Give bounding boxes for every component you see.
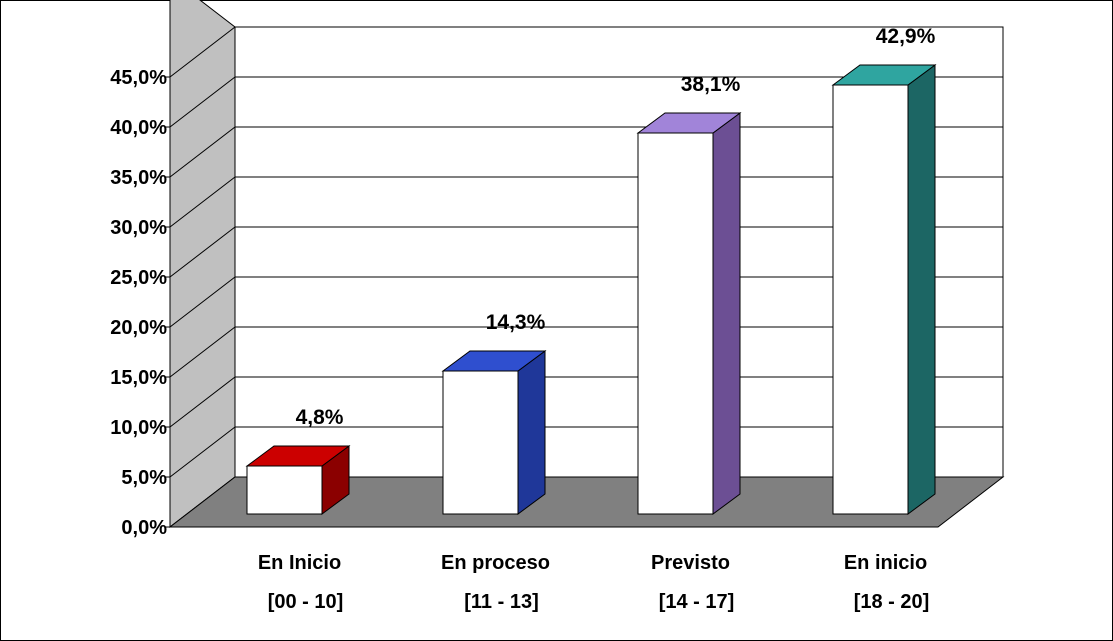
floor <box>168 476 1005 528</box>
y-tick-label: 25,0% <box>110 267 167 289</box>
y-tick-label: 30,0% <box>110 217 167 239</box>
gridline-side <box>169 326 236 378</box>
gridline-side <box>169 426 236 478</box>
y-tick-label: 10,0% <box>110 417 167 439</box>
y-tick-labels: 0,0% 5,0% 10,0% 15,0% 20,0% 25,0% 30,0% 35,0% 40… <box>110 67 170 539</box>
bar <box>832 84 909 515</box>
x-tick-label: En Inicio <box>258 552 341 574</box>
x-tick-labels: En Inicio [00 - 10] En proceso [11 - 13] Pre… <box>258 552 929 613</box>
x-tick-label: En proceso <box>441 552 550 574</box>
bar <box>637 132 714 515</box>
gridline-side <box>169 176 236 228</box>
x-tick-label: En inicio <box>844 552 927 574</box>
x-tick-range: [14 - 17] <box>659 591 735 613</box>
gridline-side <box>169 276 236 328</box>
y-tick-label: 0,0% <box>121 517 167 539</box>
x-tick-range: [11 - 13] <box>464 591 538 613</box>
x-tick-range: [18 - 20] <box>854 591 930 613</box>
gridline-side <box>169 126 236 178</box>
data-label: 42,9% <box>876 25 936 48</box>
data-label: 4,8% <box>296 406 344 429</box>
data-labels: 4,8% 14,3% 38,1% 42,9% <box>296 25 936 429</box>
x-tick-range: [00 - 10] <box>268 591 344 613</box>
bar-side <box>712 112 741 515</box>
bar <box>246 465 323 515</box>
y-tick-label: 15,0% <box>110 367 167 389</box>
side-wall <box>169 0 236 529</box>
gridline-side <box>169 226 236 278</box>
gridline-side <box>169 26 236 78</box>
data-label: 38,1% <box>681 73 741 96</box>
gridline-side <box>169 376 236 428</box>
y-tick-label: 40,0% <box>110 117 167 139</box>
bar-side <box>517 350 546 515</box>
y-tick-label: 35,0% <box>110 167 167 189</box>
gridline-side <box>169 76 236 128</box>
y-tick-label: 45,0% <box>110 67 167 89</box>
bar-side <box>907 64 936 515</box>
y-tick-label: 5,0% <box>121 467 167 489</box>
data-label: 14,3% <box>486 311 546 334</box>
chart-floor <box>168 476 1005 528</box>
y-tick-label: 20,0% <box>110 317 167 339</box>
bar <box>442 370 519 515</box>
bars <box>245 64 937 515</box>
x-tick-label: Previsto <box>651 552 730 574</box>
